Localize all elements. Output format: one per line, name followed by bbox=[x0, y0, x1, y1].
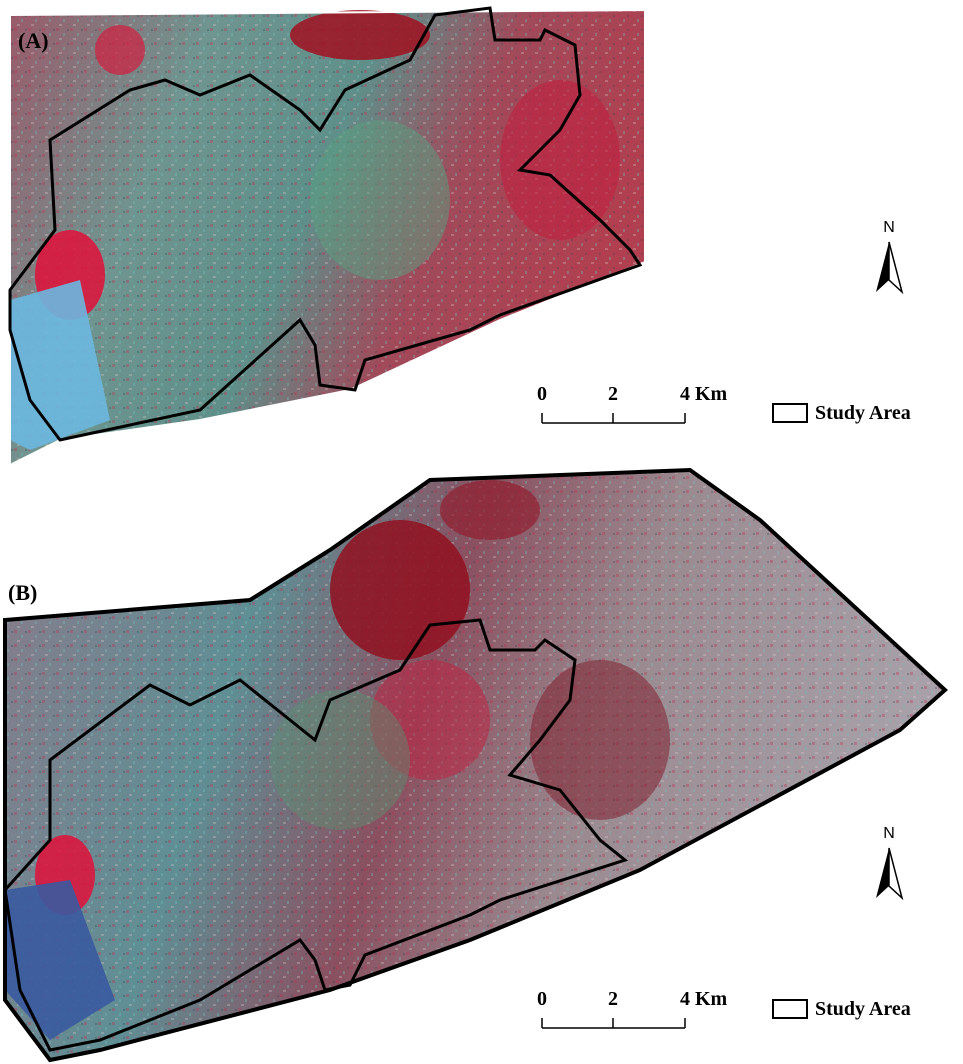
scale-label: 4 Km bbox=[680, 988, 728, 1010]
north-arrow bbox=[876, 242, 889, 292]
scale-label: 4 Km bbox=[680, 383, 728, 405]
north-arrow bbox=[889, 848, 902, 898]
north-arrow bbox=[876, 848, 889, 898]
panel-b-image bbox=[5, 470, 945, 1060]
figure: (A) N 0 2 4 Km Study Area (B) N 0 2 bbox=[0, 0, 963, 1064]
scale-label: 2 bbox=[608, 988, 618, 1010]
north-label: N bbox=[883, 219, 895, 236]
scale-bar bbox=[542, 413, 685, 423]
legend-swatch bbox=[773, 404, 807, 422]
legend-label: Study Area bbox=[815, 998, 911, 1020]
legend-swatch bbox=[773, 1000, 807, 1018]
scale-bar bbox=[542, 1018, 685, 1028]
scale-label: 0 bbox=[537, 383, 547, 405]
panel-a-image bbox=[10, 10, 645, 465]
north-label: N bbox=[883, 825, 895, 842]
panel-label: (A) bbox=[18, 28, 49, 53]
panel-label: (B) bbox=[8, 580, 37, 605]
scale-label: 0 bbox=[537, 988, 547, 1010]
scale-label: 2 bbox=[608, 383, 618, 405]
north-arrow bbox=[889, 242, 902, 292]
legend-label: Study Area bbox=[815, 402, 911, 424]
